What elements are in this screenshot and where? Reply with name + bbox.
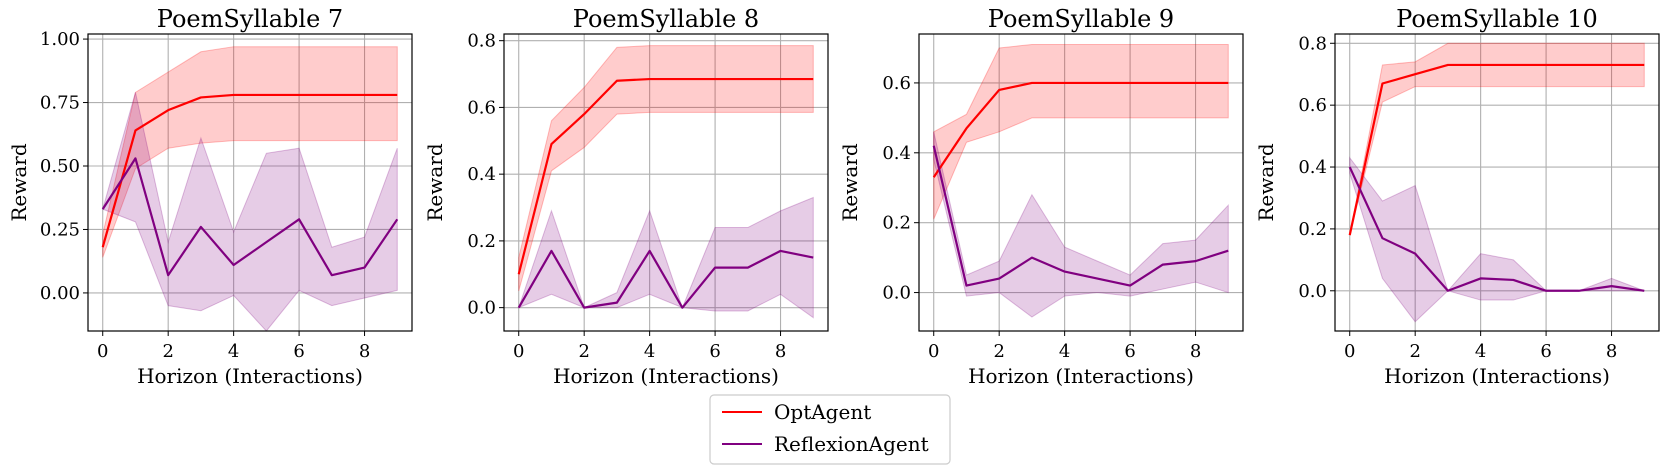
x-tick-label: 2 — [162, 341, 173, 362]
x-tick-label: 6 — [709, 341, 720, 362]
x-axis-label: Horizon (Interactions) — [137, 364, 363, 388]
y-tick-label: 0.4 — [1298, 157, 1327, 178]
x-tick-label: 0 — [97, 341, 108, 362]
band-optagent — [933, 43, 1229, 220]
panel-3: 0 2 4 6 8 0.0 0.2 0.4 0.6 PoemSyllable 9 Horizon (… — [838, 5, 1244, 388]
band-reflexionagent — [102, 92, 398, 332]
axes-frame — [1334, 33, 1660, 332]
series-line-optagent — [932, 81, 1229, 178]
series-line-optagent — [1348, 63, 1645, 236]
x-tick-label: 8 — [775, 341, 786, 362]
x-tick-label: 0 — [1344, 341, 1355, 362]
band-reflexionagent — [1349, 156, 1645, 323]
axes-frame — [87, 33, 413, 332]
y-tick-label: 0.2 — [1298, 219, 1327, 240]
y-tick-label: 0.6 — [882, 73, 911, 94]
series-line-reflexionagent — [517, 249, 814, 309]
y-tick-label: 0.00 — [40, 283, 80, 304]
y-axis-label: Reward — [1254, 143, 1278, 221]
x-tick-label: 0 — [928, 341, 939, 362]
x-axis-label: Horizon (Interactions) — [1384, 364, 1610, 388]
y-axis-label: Reward — [7, 143, 31, 221]
panel-4: 0 2 4 6 8 0.0 0.2 0.4 0.6 0.8 PoemSyllable 10 Horiz… — [1254, 5, 1660, 388]
panel-title: PoemSyllable 10 — [1396, 5, 1598, 33]
y-axis-label: Reward — [423, 143, 447, 221]
y-tick-label: 0.0 — [882, 283, 911, 304]
series-line-reflexionagent — [101, 157, 399, 277]
x-tick-label: 8 — [1606, 341, 1617, 362]
x-tick-label: 8 — [1190, 341, 1201, 362]
y-tick-label: 0.6 — [467, 97, 496, 118]
x-tick-label: 2 — [1409, 341, 1420, 362]
x-tick-label: 4 — [228, 341, 239, 362]
band-reflexionagent — [933, 131, 1229, 318]
y-tick-label: 0.4 — [467, 164, 496, 185]
panel-title: PoemSyllable 7 — [157, 5, 343, 33]
y-tick-label: 0.8 — [467, 31, 496, 52]
legend: OptAgent ReflexionAgent — [709, 394, 951, 465]
band-optagent — [102, 46, 398, 258]
legend-frame — [709, 394, 951, 465]
y-tick-label: 0.6 — [1298, 95, 1327, 116]
panel-title: PoemSyllable 8 — [573, 5, 759, 33]
x-tick-label: 8 — [359, 341, 370, 362]
y-tick-label: 0.75 — [40, 93, 80, 114]
series-line-optagent — [101, 93, 398, 248]
x-axis-label: Horizon (Interactions) — [968, 364, 1194, 388]
y-tick-label: 0.0 — [1298, 281, 1327, 302]
series-line-reflexionagent — [932, 145, 1229, 287]
x-axis-label: Horizon (Interactions) — [553, 364, 779, 388]
legend-label-reflexionagent: ReflexionAgent — [774, 432, 929, 456]
y-tick-label: 0.2 — [467, 231, 496, 252]
x-tick-label: 6 — [1540, 341, 1551, 362]
x-tick-label: 2 — [578, 341, 589, 362]
series-line-reflexionagent — [1348, 166, 1645, 292]
x-tick-label: 4 — [1475, 341, 1486, 362]
band-reflexionagent — [517, 196, 814, 319]
x-tick-label: 0 — [513, 341, 524, 362]
panel-1: 0 2 4 6 8 0.00 0.25 0.50 0.75 1.00 PoemSyllable 7 H… — [7, 5, 413, 388]
x-tick-label: 2 — [993, 341, 1004, 362]
panel-title: PoemSyllable 9 — [988, 5, 1174, 33]
y-tick-label: 0.0 — [467, 298, 496, 319]
x-tick-label: 6 — [293, 341, 304, 362]
axes-frame — [918, 33, 1244, 332]
panel-2: 0 2 4 6 8 0.0 0.2 0.4 0.6 0.8 PoemSyllable 8 Horizo… — [423, 5, 829, 388]
x-tick-label: 4 — [644, 341, 655, 362]
y-tick-label: 0.8 — [1298, 33, 1327, 54]
legend-label-optagent: OptAgent — [774, 400, 871, 424]
y-tick-label: 1.00 — [40, 29, 80, 50]
y-tick-label: 0.2 — [882, 213, 911, 234]
x-tick-label: 6 — [1124, 341, 1135, 362]
x-tick-label: 4 — [1059, 341, 1070, 362]
y-tick-label: 0.4 — [882, 143, 911, 164]
y-axis-label: Reward — [838, 143, 862, 221]
axes-frame — [503, 33, 829, 332]
y-tick-label: 0.50 — [40, 156, 80, 177]
series-line-optagent — [517, 77, 814, 275]
y-tick-label: 0.25 — [40, 219, 80, 240]
